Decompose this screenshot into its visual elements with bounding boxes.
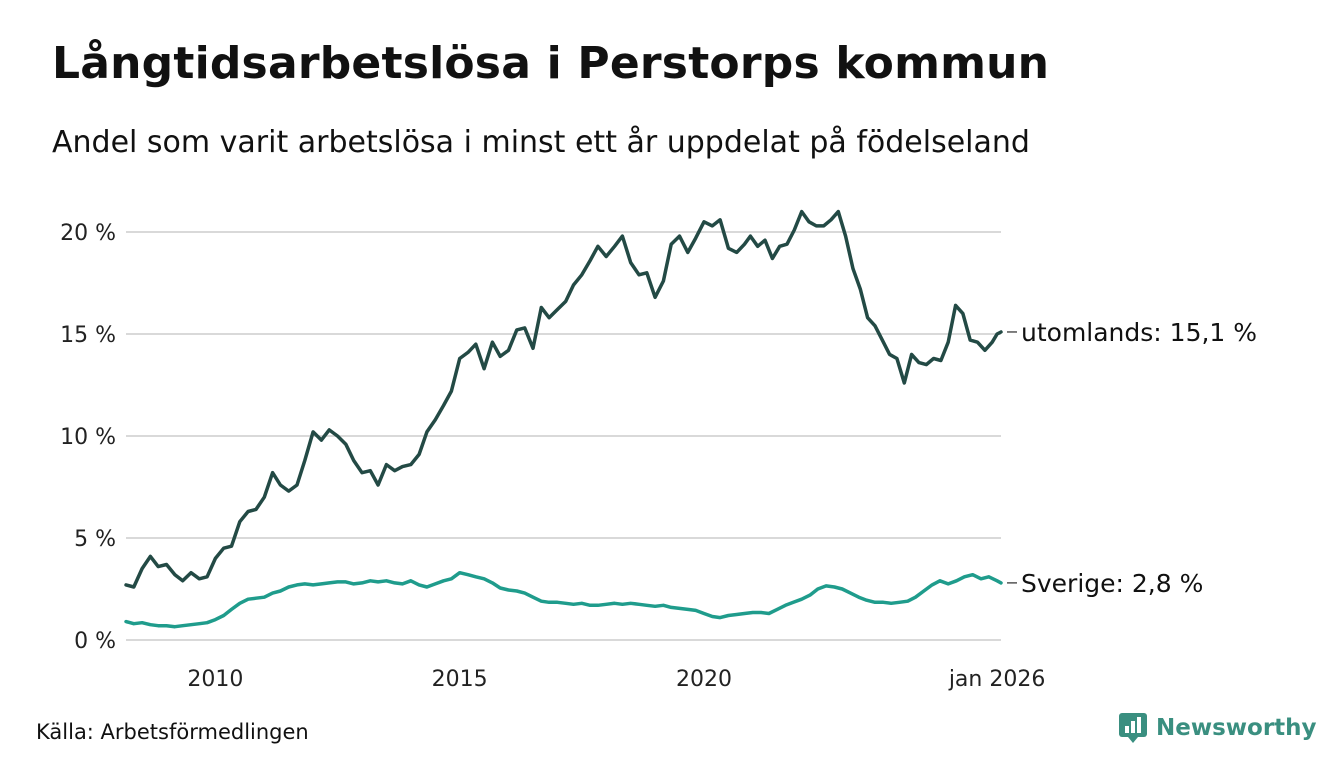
- y-tick-label: 15 %: [60, 323, 116, 348]
- end-label-utomlands: utomlands: 15,1 %: [1021, 318, 1257, 347]
- y-tick-label: 0 %: [74, 629, 116, 654]
- end-label-sverige: Sverige: 2,8 %: [1021, 569, 1203, 598]
- series-line-utomlands: [124, 209, 1003, 589]
- y-tick-label: 5 %: [74, 527, 116, 552]
- y-tick-label: 10 %: [60, 425, 116, 450]
- newsworthy-logo-icon: [1119, 713, 1147, 743]
- chart-title: Långtidsarbetslösa i Perstorps kommun: [52, 38, 1050, 89]
- x-tick-label: jan 2026: [948, 667, 1046, 692]
- brand-logo: Newsworthy: [1118, 712, 1317, 744]
- brand-name: Newsworthy: [1156, 715, 1317, 741]
- x-tick-label: 2010: [187, 667, 243, 692]
- gridlines: [126, 231, 1001, 641]
- series-line-sverige: [124, 570, 1003, 629]
- x-tick-label: 2015: [432, 667, 488, 692]
- y-axis: 0 % 5 % 10 % 15 % 20 %: [60, 221, 116, 654]
- y-tick-label: 20 %: [60, 221, 116, 246]
- end-labels: utomlands: 15,1 % Sverige: 2,8 %: [1007, 318, 1257, 598]
- x-axis: 2010 2015 2020 jan 2026: [187, 667, 1045, 692]
- line-chart: 0 %5 %10 %15 %20 % 2010 2015 2020 jan 2026 …: [60, 209, 1257, 692]
- series-lines: [124, 209, 1003, 629]
- x-tick-label: 2020: [676, 667, 732, 692]
- source-note: Källa: Arbetsförmedlingen: [36, 720, 309, 744]
- chart-subtitle: Andel som varit arbetslösa i minst ett å…: [52, 125, 1030, 160]
